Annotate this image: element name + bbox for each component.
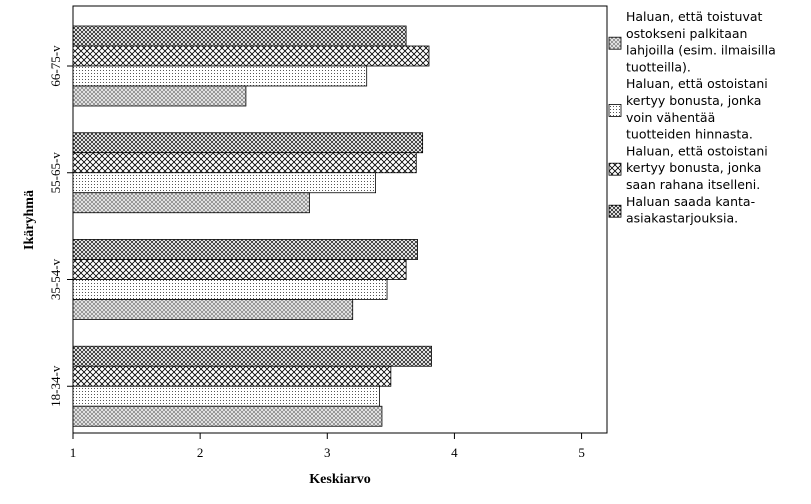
y-tick-label: 66-75-v <box>48 45 63 87</box>
bar-35-54-v-series-0 <box>72 239 418 260</box>
y-tick-label: 55-65-v <box>48 152 63 194</box>
y-tick-label: 35-54-v <box>48 258 63 300</box>
bar-18-34-v-series-3 <box>72 405 383 427</box>
legend-entry: Haluan saada kanta-asiakastarjouksia. <box>626 194 755 226</box>
x-tick-label: 4 <box>451 445 458 460</box>
legend-swatch <box>608 204 622 218</box>
legend-swatch <box>608 104 622 117</box>
legend-swatch <box>608 36 622 50</box>
bar-55-65-v-series-0 <box>72 132 424 154</box>
y-axis-title: Ikäryhmä <box>22 190 37 250</box>
bar-55-65-v-series-2 <box>72 172 377 194</box>
bar-66-75-v-series-1 <box>72 45 430 67</box>
bar-18-34-v-series-0 <box>72 345 432 367</box>
x-tick-label: 3 <box>324 445 331 460</box>
legend: Haluan, että toistuvat ostokseni palkitaa… <box>608 9 776 226</box>
x-tick-label: 2 <box>197 445 204 460</box>
x-tick-label: 5 <box>578 445 585 460</box>
bar-35-54-v-series-3 <box>72 299 354 320</box>
legend-swatch <box>608 162 622 176</box>
legend-entry: Haluan, että toistuvat ostokseni palkitaa… <box>626 9 776 74</box>
bars-group <box>72 25 432 427</box>
y-axis: 66-75-v 55-65-v 35-54-v 18-34-v <box>48 45 73 407</box>
legend-entry: Haluan, että ostoistani kertyy bonusta, j… <box>626 143 768 192</box>
x-tick-label: 1 <box>70 445 77 460</box>
x-axis-title: Keskiarvo <box>309 472 370 487</box>
bar-66-75-v-series-2 <box>72 65 368 87</box>
bar-66-75-v-series-0 <box>72 25 407 47</box>
bar-66-75-v-series-3 <box>72 85 247 107</box>
bar-18-34-v-series-1 <box>72 365 392 387</box>
bar-35-54-v-series-1 <box>72 259 407 280</box>
legend-entry: Haluan, että ostoistani kertyy bonusta, j… <box>626 76 768 141</box>
y-tick-label: 18-34-v <box>48 365 63 407</box>
x-axis: 1 2 3 4 5 <box>70 433 585 460</box>
bar-18-34-v-series-2 <box>72 385 380 407</box>
bar-55-65-v-series-3 <box>72 192 310 214</box>
bar-55-65-v-series-1 <box>72 152 417 174</box>
bar-35-54-v-series-2 <box>72 279 388 300</box>
